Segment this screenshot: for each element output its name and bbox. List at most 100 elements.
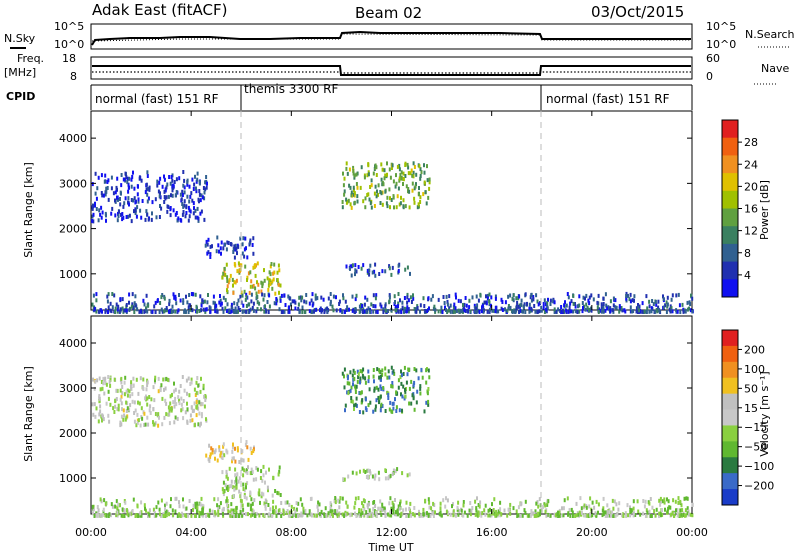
data-cell (563, 303, 566, 308)
data-cell (446, 302, 449, 307)
data-cell (386, 204, 389, 209)
data-cell (670, 297, 673, 302)
data-cell (405, 380, 408, 385)
data-cell (590, 293, 593, 298)
data-cell (268, 304, 271, 309)
data-cell (196, 376, 199, 380)
data-cell (369, 263, 372, 268)
data-cell (370, 178, 373, 183)
data-cell (532, 297, 535, 302)
data-cell (154, 412, 157, 416)
data-cell (226, 506, 229, 511)
data-cell (97, 218, 100, 223)
data-cell (242, 482, 245, 487)
data-cell (278, 508, 281, 513)
data-cell (242, 303, 245, 308)
data-cell (246, 255, 249, 260)
data-cell (326, 309, 329, 314)
data-cell (97, 508, 100, 513)
data-cell (402, 204, 405, 209)
data-cell (136, 412, 139, 417)
data-cell (462, 513, 465, 518)
colorbar-swatch (722, 361, 738, 379)
data-cell (373, 388, 376, 393)
data-cell (676, 513, 679, 518)
data-cell (396, 508, 399, 513)
data-cell (114, 198, 116, 203)
data-cell (264, 480, 266, 485)
data-cell (178, 401, 181, 406)
data-cell (199, 198, 202, 203)
data-cell (120, 212, 122, 217)
data-cell (228, 484, 231, 489)
data-cell (577, 512, 580, 517)
data-cell (155, 215, 158, 220)
data-cell (155, 505, 158, 510)
data-cell (256, 261, 259, 266)
data-cell (391, 401, 394, 406)
colorbar-tick-label: −200 (744, 480, 774, 493)
data-cell (204, 307, 207, 312)
data-cell (124, 196, 127, 201)
data-cell (161, 293, 164, 297)
data-cell (520, 302, 523, 307)
data-cell (390, 365, 393, 370)
data-cell (308, 509, 311, 514)
data-cell (161, 396, 164, 401)
data-cell (104, 211, 107, 216)
data-cell (261, 292, 264, 297)
data-cell (476, 303, 479, 308)
data-cell (418, 186, 420, 190)
data-cell (511, 310, 514, 314)
data-cell (98, 412, 101, 417)
data-cell (688, 306, 690, 311)
data-cell (128, 389, 131, 394)
data-cell (221, 450, 224, 455)
data-cell (423, 304, 426, 308)
data-cell (169, 406, 172, 411)
data-cell (205, 417, 207, 422)
data-cell (94, 191, 97, 196)
data-cell (92, 412, 95, 417)
data-cell (489, 507, 491, 512)
data-cell (376, 189, 378, 194)
data-cell (158, 512, 161, 517)
data-cell (147, 196, 150, 201)
data-cell (671, 511, 674, 516)
data-cell (137, 418, 140, 423)
data-cell (290, 512, 293, 517)
data-cell (107, 375, 110, 379)
data-cell (192, 408, 195, 413)
data-cell (445, 294, 448, 299)
data-cell (362, 410, 365, 415)
data-cell (248, 290, 251, 295)
data-cell (108, 512, 111, 517)
data-cell (136, 307, 139, 312)
data-cell (222, 492, 225, 497)
data-cell (179, 298, 182, 303)
data-cell (334, 500, 337, 505)
data-cell (206, 512, 209, 517)
data-cell (582, 305, 584, 310)
data-cell (388, 501, 391, 506)
data-cell (297, 302, 300, 307)
data-cell (255, 477, 258, 482)
data-cell (606, 503, 609, 508)
data-cell (572, 294, 575, 298)
data-cell (175, 177, 178, 182)
data-cell (209, 255, 212, 259)
data-cell (374, 407, 377, 412)
data-cell (207, 237, 210, 242)
nave-series (92, 71, 691, 74)
data-cell (604, 292, 607, 297)
data-cell (474, 499, 477, 504)
data-cell (232, 250, 235, 254)
data-cell (167, 205, 170, 209)
data-cell (311, 292, 314, 297)
data-cell (235, 476, 238, 481)
data-cell (299, 513, 302, 518)
data-cell (231, 277, 234, 282)
colorbar-tick-label: 100 (744, 363, 765, 376)
data-cell (211, 448, 214, 453)
data-cell (368, 272, 371, 277)
